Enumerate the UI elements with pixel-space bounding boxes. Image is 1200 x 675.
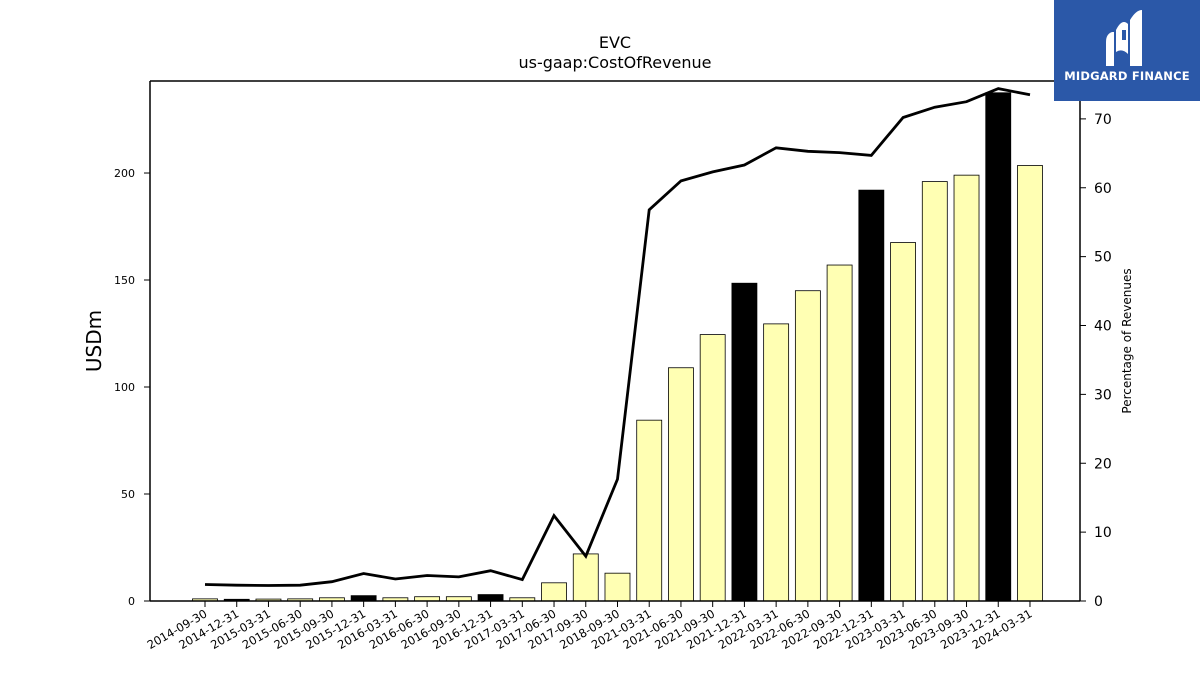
bar <box>636 419 663 602</box>
y2-tick-label: 20 <box>1094 456 1112 472</box>
y-tick-label: 150 <box>114 274 135 287</box>
chart-title: EVC <box>599 33 631 52</box>
y2-axis-label: Percentage of Revenues <box>1120 268 1134 413</box>
y2-tick-label: 30 <box>1094 387 1112 403</box>
y-tick-label: 200 <box>114 167 135 180</box>
brand-logo: MIDGARD FINANCE <box>1054 0 1200 101</box>
y-tick-label: 0 <box>128 595 135 608</box>
bar <box>350 595 377 602</box>
bar <box>731 282 758 602</box>
bar <box>826 264 853 602</box>
logo-mark-icon <box>1106 10 1142 66</box>
y-tick-label: 100 <box>114 381 135 394</box>
bar <box>921 181 948 602</box>
bar <box>699 334 726 602</box>
bar <box>1017 165 1043 602</box>
y2-tick-label: 0 <box>1094 594 1103 610</box>
y2-tick-label: 70 <box>1094 112 1112 128</box>
y2-tick-label: 50 <box>1094 250 1112 266</box>
bar <box>953 174 980 602</box>
y-tick-label: 50 <box>121 488 135 501</box>
bar <box>668 367 694 602</box>
bar-series <box>192 92 1043 602</box>
bar <box>890 242 916 602</box>
bar <box>985 92 1012 602</box>
y2-tick-label: 60 <box>1094 181 1112 197</box>
brand-name: MIDGARD FINANCE <box>1064 69 1190 83</box>
bar <box>572 553 599 602</box>
percentage-line-series <box>204 87 1031 587</box>
y-axis-label: USDm <box>82 310 106 372</box>
bar <box>858 189 885 602</box>
bar <box>541 582 567 602</box>
percentage-line <box>204 87 1031 587</box>
bar <box>604 572 631 602</box>
y2-tick-label: 40 <box>1094 319 1112 335</box>
bar <box>763 323 790 602</box>
bar <box>794 290 821 602</box>
y2-tick-label: 10 <box>1094 525 1112 541</box>
chart-subtitle: us-gaap:CostOfRevenue <box>518 53 711 72</box>
bar <box>477 594 504 602</box>
